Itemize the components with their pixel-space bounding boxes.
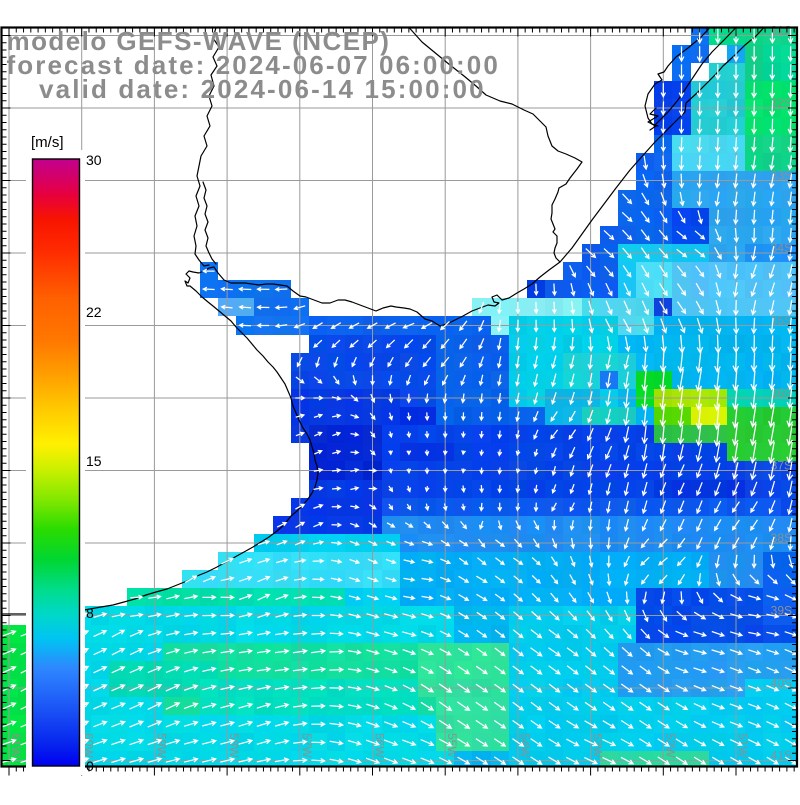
svg-text:55W: 55W [445, 733, 459, 758]
svg-text:30: 30 [86, 152, 102, 168]
svg-text:61W: 61W [9, 733, 23, 758]
svg-text:15: 15 [86, 453, 102, 469]
svg-text:57W: 57W [300, 733, 314, 758]
svg-text:38S: 38S [771, 531, 792, 545]
svg-text:8: 8 [86, 605, 94, 621]
svg-text:52W: 52W [663, 733, 677, 758]
svg-text:0: 0 [86, 758, 94, 774]
svg-text:58W: 58W [227, 733, 241, 758]
svg-text:35S: 35S [771, 314, 792, 328]
svg-text:22: 22 [86, 304, 102, 320]
svg-text:forecast date: 2024-06-07 06:0: forecast date: 2024-06-07 06:00:00 [7, 50, 500, 80]
svg-text:51W: 51W [736, 733, 750, 758]
svg-text:36S: 36S [771, 386, 792, 400]
svg-text:41S: 41S [771, 749, 792, 763]
svg-text:37S: 37S [771, 459, 792, 473]
svg-text:[m/s]: [m/s] [31, 134, 64, 151]
svg-text:32S: 32S [771, 96, 792, 110]
svg-text:valid date: 2024-06-14 15:00:0: valid date: 2024-06-14 15:00:00 [39, 74, 486, 104]
svg-text:33S: 33S [771, 169, 792, 183]
svg-text:modelo GEFS-WAVE (NCEP): modelo GEFS-WAVE (NCEP) [7, 26, 391, 56]
svg-text:34S: 34S [771, 241, 792, 255]
svg-text:59W: 59W [154, 733, 168, 758]
svg-text:56W: 56W [373, 733, 387, 758]
svg-text:54W: 54W [518, 733, 532, 758]
